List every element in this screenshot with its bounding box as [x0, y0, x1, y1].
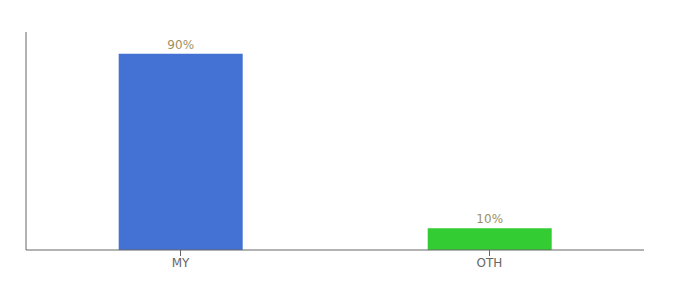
svg-text:MY: MY [172, 256, 190, 270]
svg-text:90%: 90% [167, 38, 194, 52]
svg-text:10%: 10% [476, 212, 503, 226]
svg-text:OTH: OTH [477, 256, 503, 270]
